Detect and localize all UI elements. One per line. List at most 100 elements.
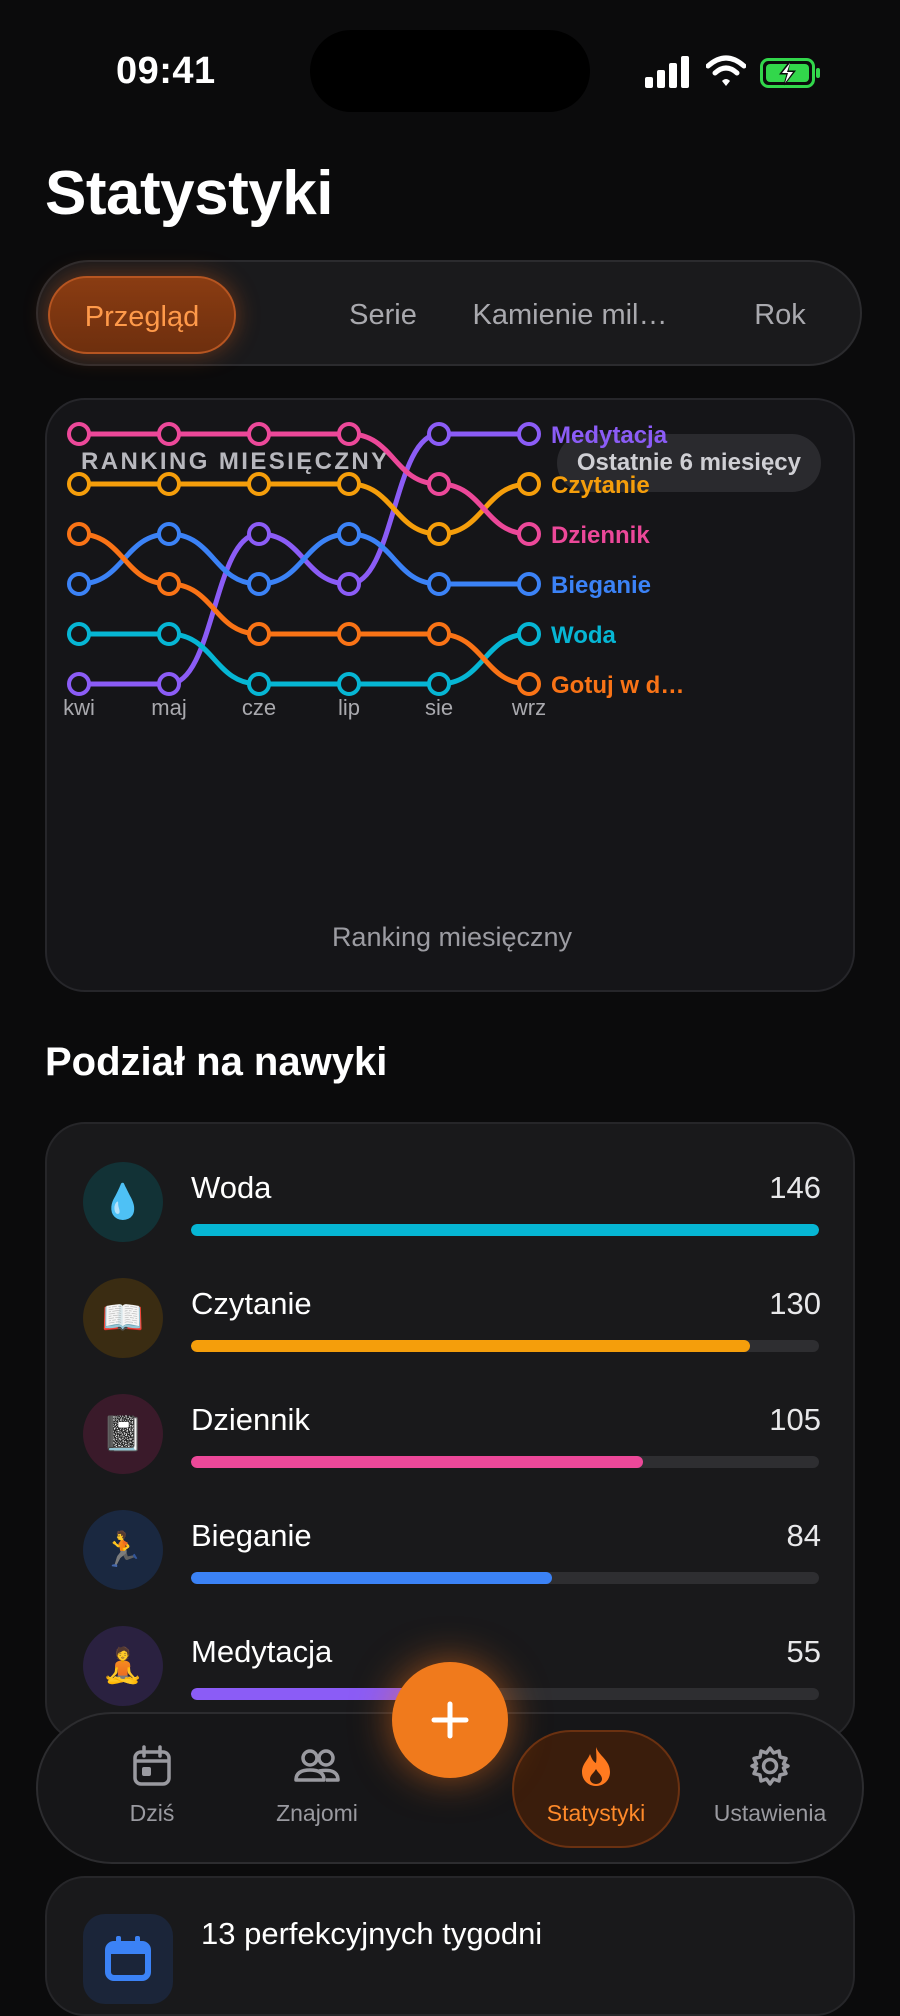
habit-count: 146	[769, 1170, 821, 1205]
nav-label: Znajomi	[276, 1800, 358, 1826]
status-bar: 09:41	[0, 0, 900, 140]
habit-count: 55	[786, 1634, 821, 1669]
tab-kamienie-milowe[interactable]: Kamienie mil…	[472, 299, 668, 331]
nav-label: Dziś	[129, 1800, 175, 1826]
habit-progress-fill	[191, 1572, 553, 1584]
data-point	[517, 422, 541, 446]
series-label: Woda	[551, 622, 617, 649]
data-point	[337, 422, 361, 446]
data-point	[157, 622, 181, 646]
habit-row[interactable]: 🧘 Medytacja 55	[47, 1626, 853, 1740]
data-point	[517, 572, 541, 596]
habit-name: Woda	[191, 1170, 272, 1205]
perfect-weeks-card[interactable]: 13 perfekcyjnych tygodni	[45, 1876, 855, 2016]
series-line-5	[76, 531, 532, 687]
habit-count: 105	[769, 1402, 821, 1437]
friends-icon	[294, 1749, 340, 1782]
habit-name: Medytacja	[191, 1634, 333, 1669]
flame-icon	[582, 1747, 610, 1786]
data-point	[67, 472, 91, 496]
habit-progress-track	[191, 1224, 819, 1236]
ranking-card: RANKING MIESIĘCZNY Ostatnie 6 miesięcy M…	[45, 398, 855, 992]
nav-ustawienia[interactable]: Ustawienia	[690, 1714, 850, 1862]
data-point	[157, 472, 181, 496]
data-point	[157, 422, 181, 446]
data-point	[427, 572, 451, 596]
battery-charging-icon	[760, 58, 820, 88]
runner-icon: 🏃	[83, 1510, 163, 1590]
habit-progress-fill	[191, 1340, 751, 1352]
habit-name: Bieganie	[191, 1518, 312, 1553]
droplet-icon: 💧	[83, 1162, 163, 1242]
data-point	[247, 672, 271, 696]
habit-progress-track	[191, 1688, 819, 1700]
tab-przeglad[interactable]: Przegląd	[48, 276, 236, 354]
data-point	[247, 522, 271, 546]
ranking-title: RANKING MIESIĘCZNY	[81, 448, 390, 475]
habit-row[interactable]: 🏃 Bieganie 84	[47, 1510, 853, 1626]
x-tick-label: lip	[338, 695, 360, 720]
habit-name: Czytanie	[191, 1286, 312, 1321]
series-label: Medytacja	[551, 422, 668, 449]
data-point	[67, 572, 91, 596]
data-point	[427, 622, 451, 646]
data-point	[337, 672, 361, 696]
range-selector[interactable]: Ostatnie 6 miesięcy	[556, 434, 821, 492]
data-point	[247, 422, 271, 446]
data-point	[517, 622, 541, 646]
data-point	[157, 522, 181, 546]
series-label: Bieganie	[551, 572, 651, 599]
book-icon: 📖	[83, 1278, 163, 1358]
series-label: Gotuj w d…	[551, 672, 684, 699]
nav-label: Statystyki	[546, 1800, 646, 1826]
data-point	[427, 422, 451, 446]
series-label: Dziennik	[551, 522, 650, 549]
data-point	[517, 522, 541, 546]
data-point	[247, 622, 271, 646]
nav-statystyki[interactable]: Statystyki	[512, 1714, 680, 1862]
x-tick-label: cze	[242, 695, 276, 720]
data-point	[67, 672, 91, 696]
plus-icon	[431, 1701, 469, 1739]
data-point	[337, 622, 361, 646]
data-point	[337, 572, 361, 596]
x-tick-label: maj	[151, 695, 186, 720]
calendar-icon	[133, 1745, 171, 1786]
perfect-weeks-text: 13 perfekcyjnych tygodni	[201, 1916, 543, 1951]
data-point	[67, 622, 91, 646]
nav-dzis[interactable]: Dziś	[88, 1714, 216, 1862]
dynamic-island	[310, 30, 590, 112]
data-point	[67, 422, 91, 446]
status-time: 09:41	[116, 50, 216, 92]
data-point	[427, 522, 451, 546]
tab-rok[interactable]: Rok	[754, 299, 806, 331]
x-tick-label: sie	[425, 695, 453, 720]
habit-progress-track	[191, 1456, 819, 1468]
active-tab-highlight	[512, 1730, 680, 1848]
nav-znajomi[interactable]: Znajomi	[242, 1714, 392, 1862]
habit-count: 84	[786, 1518, 821, 1553]
data-point	[157, 672, 181, 696]
habit-count: 130	[769, 1286, 821, 1321]
x-tick-label: kwi	[63, 695, 95, 720]
habits-breakdown-card: 💧 Woda 146 📖 Czytanie 130 📓 Dziennik 105…	[45, 1122, 855, 1742]
habit-row[interactable]: 📖 Czytanie 130	[47, 1278, 853, 1394]
data-point	[337, 472, 361, 496]
gear-icon	[750, 1746, 790, 1786]
breakdown-title: Podział na nawyki	[45, 1040, 388, 1084]
wifi-icon	[706, 55, 746, 86]
signal-icon	[645, 56, 689, 88]
habit-row[interactable]: 📓 Dziennik 105	[47, 1394, 853, 1510]
notebook-icon: 📓	[83, 1394, 163, 1474]
habit-progress-track	[191, 1340, 819, 1352]
habit-name: Dziennik	[191, 1402, 310, 1437]
tab-serie[interactable]: Serie	[349, 299, 417, 331]
habit-progress-fill	[191, 1224, 819, 1236]
calendar-icon	[83, 1914, 173, 2004]
habit-progress-fill	[191, 1688, 428, 1700]
data-point	[517, 472, 541, 496]
data-point	[517, 672, 541, 696]
add-habit-button[interactable]	[392, 1662, 508, 1778]
x-tick-label: wrz	[511, 695, 546, 720]
habit-row[interactable]: 💧 Woda 146	[47, 1162, 853, 1278]
